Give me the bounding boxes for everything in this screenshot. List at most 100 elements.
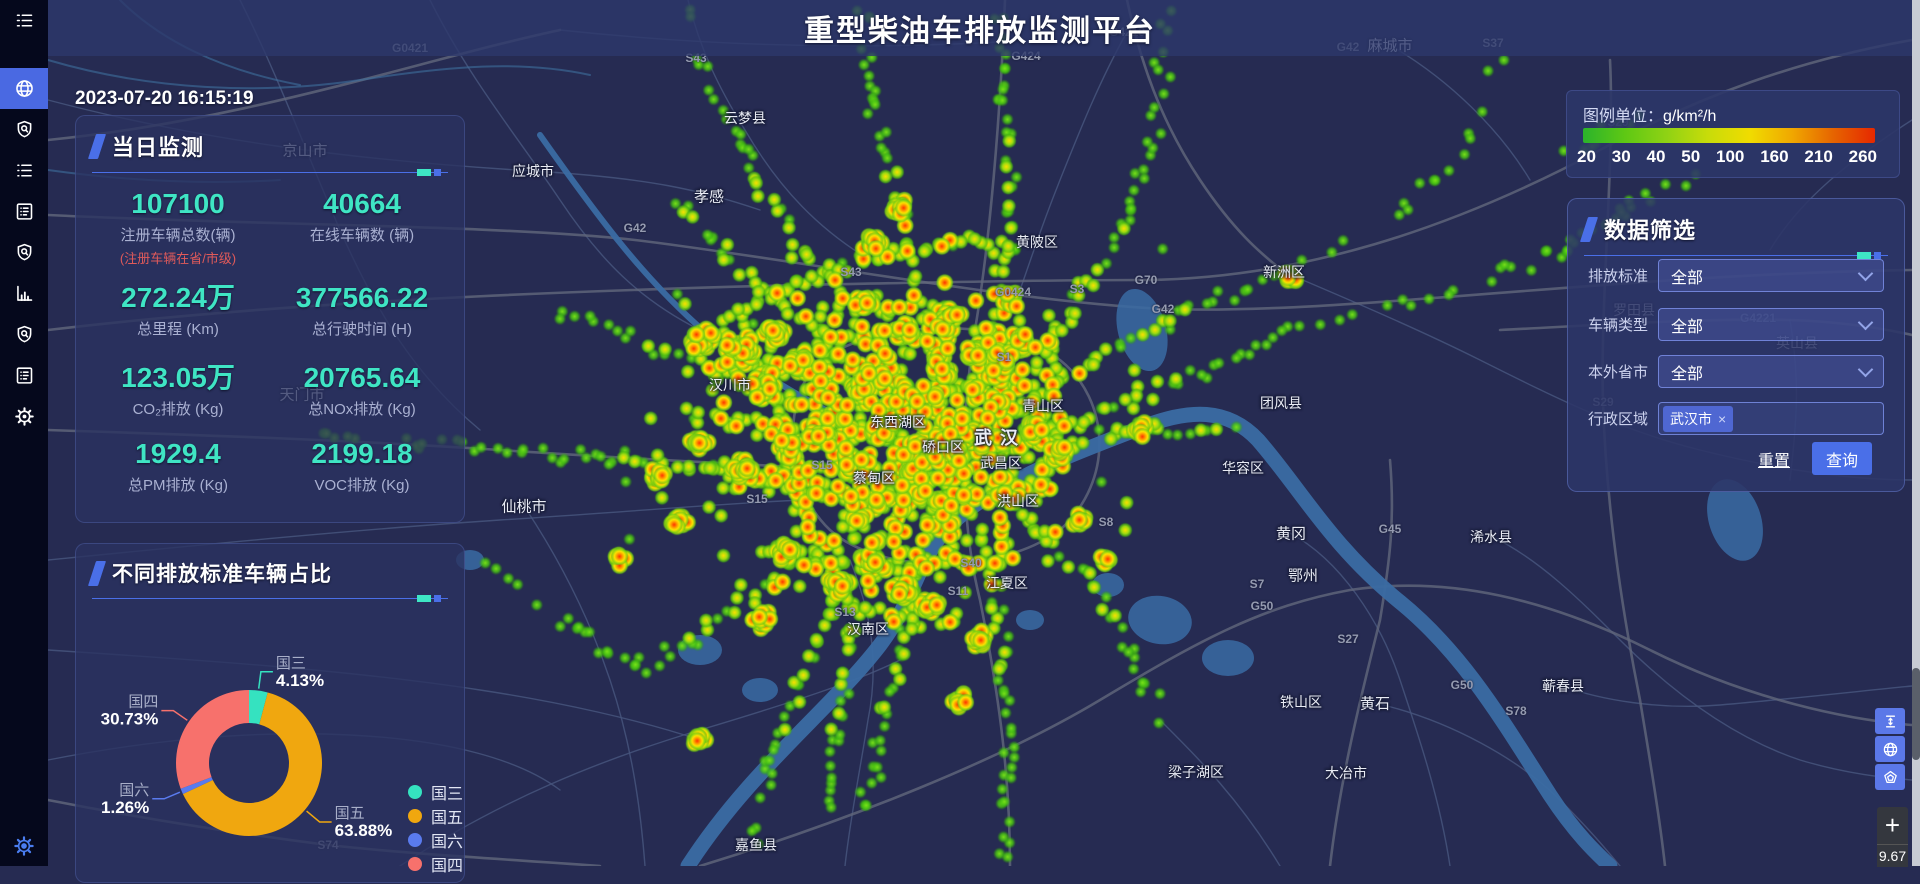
underline-deco-blue bbox=[434, 169, 441, 176]
pie-label-name: 国五 bbox=[335, 805, 365, 822]
map-label-city: 新洲区 bbox=[1263, 262, 1305, 282]
map-label-city: 江夏区 bbox=[986, 573, 1028, 593]
legend-tick: 160 bbox=[1760, 147, 1788, 167]
map-label-city: 汉川市 bbox=[709, 375, 751, 395]
chevron-down-icon bbox=[1858, 265, 1874, 281]
filter-select[interactable]: 全部 bbox=[1658, 308, 1884, 341]
app-header: 重型柴油车排放监测平台 bbox=[48, 0, 1912, 56]
map-label-road: S8 bbox=[1099, 515, 1114, 529]
legend-tick: 30 bbox=[1612, 147, 1631, 167]
title-slash-icon bbox=[1580, 217, 1598, 242]
underline-deco-blue bbox=[1874, 252, 1881, 259]
map-label-road: G42 bbox=[624, 221, 647, 235]
measure-button[interactable] bbox=[1875, 708, 1905, 734]
map-label-city: 仙桃市 bbox=[501, 496, 546, 517]
legend-tick: 210 bbox=[1804, 147, 1832, 167]
query-button[interactable]: 查询 bbox=[1812, 442, 1872, 475]
pie-leader-line bbox=[152, 792, 180, 799]
title-slash-icon bbox=[88, 134, 106, 159]
filter-row: 车辆类型全部 bbox=[1588, 308, 1884, 341]
stat-cell: 2199.18VOC排放 (Kg) bbox=[270, 438, 454, 514]
zoom-in-button[interactable]: + bbox=[1877, 807, 1908, 845]
pentagon-icon bbox=[1882, 769, 1899, 786]
heat-legend-ticks: 20304050100160210260 bbox=[1577, 147, 1877, 167]
map-label-road: S13 bbox=[834, 605, 855, 619]
sidebar-item-review-search[interactable] bbox=[0, 314, 48, 355]
scrollbar-thumb[interactable] bbox=[1912, 668, 1920, 760]
gear-icon bbox=[13, 835, 35, 857]
map-label-road: S15 bbox=[811, 458, 832, 472]
legend-tick: 50 bbox=[1681, 147, 1700, 167]
menu-icon bbox=[14, 10, 35, 31]
map-label-road: S3 bbox=[1070, 282, 1085, 296]
sidebar-item-list[interactable] bbox=[0, 150, 48, 191]
filter-field-label: 行政区域 bbox=[1588, 408, 1658, 429]
stat-cell: 20765.64总NOx排放 (Kg) bbox=[270, 362, 454, 438]
pie-legend-label: 国三 bbox=[431, 780, 463, 804]
map-label-road: S27 bbox=[1337, 632, 1358, 646]
filter-select-value: 全部 bbox=[1671, 264, 1860, 288]
map-label-road: S15 bbox=[746, 492, 767, 506]
pie-leader-line bbox=[161, 711, 187, 721]
pie-slice-国四[interactable] bbox=[176, 690, 249, 789]
sidebar-item-report[interactable] bbox=[0, 191, 48, 232]
sidebar-item-menu[interactable] bbox=[0, 0, 48, 40]
filter-select[interactable]: 全部 bbox=[1658, 355, 1884, 388]
sidebar-item-records[interactable] bbox=[0, 355, 48, 396]
map-label-road: G0424 bbox=[995, 285, 1031, 299]
reset-button[interactable]: 重置 bbox=[1758, 447, 1790, 471]
stat-cell: 40664 在线车辆数 (辆) bbox=[270, 188, 454, 282]
filter-field-label: 本外省市 bbox=[1588, 361, 1658, 382]
current-timestamp: 2023-07-20 16:15:19 bbox=[75, 88, 254, 110]
map-label-city: 孝感 bbox=[694, 186, 724, 207]
district-button[interactable] bbox=[1875, 764, 1905, 790]
filter-row: 本外省市全部 bbox=[1588, 355, 1884, 388]
stat-value: 123.05万 bbox=[86, 362, 270, 394]
panel-underline bbox=[1584, 255, 1888, 256]
pie-label-percent: 4.13% bbox=[276, 671, 324, 690]
map-label-road: G50 bbox=[1451, 678, 1474, 692]
filter-row: 行政区域武汉市 × bbox=[1588, 402, 1884, 435]
map-label-city: 铁山区 bbox=[1280, 692, 1322, 712]
sidebar-item-settings-bottom[interactable] bbox=[0, 828, 48, 864]
sidebar-item-settings[interactable] bbox=[0, 396, 48, 437]
page-title: 重型柴油车排放监测平台 bbox=[804, 6, 1156, 50]
stat-label: 在线车辆数 (辆) bbox=[270, 224, 454, 245]
pie-legend-item[interactable]: 国三 bbox=[408, 780, 463, 804]
stat-value: 2199.18 bbox=[270, 438, 454, 470]
pie-legend-item[interactable]: 国五 bbox=[408, 804, 463, 828]
map-label-city: 大冶市 bbox=[1325, 763, 1367, 783]
region-tag-label: 武汉市 bbox=[1670, 409, 1712, 429]
map-label-road: G70 bbox=[1135, 273, 1158, 287]
daily-panel-title: 当日监测 bbox=[112, 130, 204, 162]
filter-select[interactable]: 全部 bbox=[1658, 259, 1884, 292]
underline-deco-cyan bbox=[1857, 252, 1871, 259]
emission-standard-pie-panel: 不同排放标准车辆占比 国三4.13%国五63.88%国六1.26%国四30.73… bbox=[75, 543, 465, 883]
sidebar-item-audit-search[interactable] bbox=[0, 232, 48, 273]
filter-row: 排放标准全部 bbox=[1588, 259, 1884, 292]
doc-list-icon bbox=[14, 201, 35, 222]
tag-close-icon[interactable]: × bbox=[1718, 411, 1726, 427]
gear-icon bbox=[14, 406, 35, 427]
daily-monitor-panel: 当日监测 107100注册车辆总数(辆)(注册车辆在省/市级)40664在线车辆… bbox=[75, 115, 465, 523]
basemap-button[interactable] bbox=[1875, 736, 1905, 762]
list-icon bbox=[14, 160, 35, 181]
sidebar-item-statistics[interactable] bbox=[0, 273, 48, 314]
stat-label: 总NOx排放 (Kg) bbox=[270, 398, 454, 419]
pie-legend-item[interactable]: 国四 bbox=[408, 852, 463, 876]
stat-value: 40664 bbox=[270, 188, 454, 220]
region-tag-input[interactable]: 武汉市 × bbox=[1658, 402, 1884, 435]
bar-chart-icon bbox=[14, 283, 35, 304]
map-label-road: S11 bbox=[948, 584, 969, 598]
sidebar-item-monitor-search[interactable] bbox=[0, 109, 48, 150]
map-label-city: 武昌区 bbox=[980, 453, 1022, 473]
legend-tick: 260 bbox=[1849, 147, 1877, 167]
stat-label: 总里程 (Km) bbox=[86, 318, 270, 339]
sidebar-item-map[interactable] bbox=[0, 68, 48, 109]
pie-legend-label: 国五 bbox=[431, 804, 463, 828]
map-label-city: 青山区 bbox=[1022, 396, 1064, 416]
pie-legend-item[interactable]: 国六 bbox=[408, 828, 463, 852]
data-filter-panel: 数据筛选 排放标准全部车辆类型全部本外省市全部行政区域武汉市× 重置 查询 bbox=[1567, 198, 1905, 492]
legend-tick: 20 bbox=[1577, 147, 1596, 167]
map-label-road: S7 bbox=[1250, 577, 1265, 591]
